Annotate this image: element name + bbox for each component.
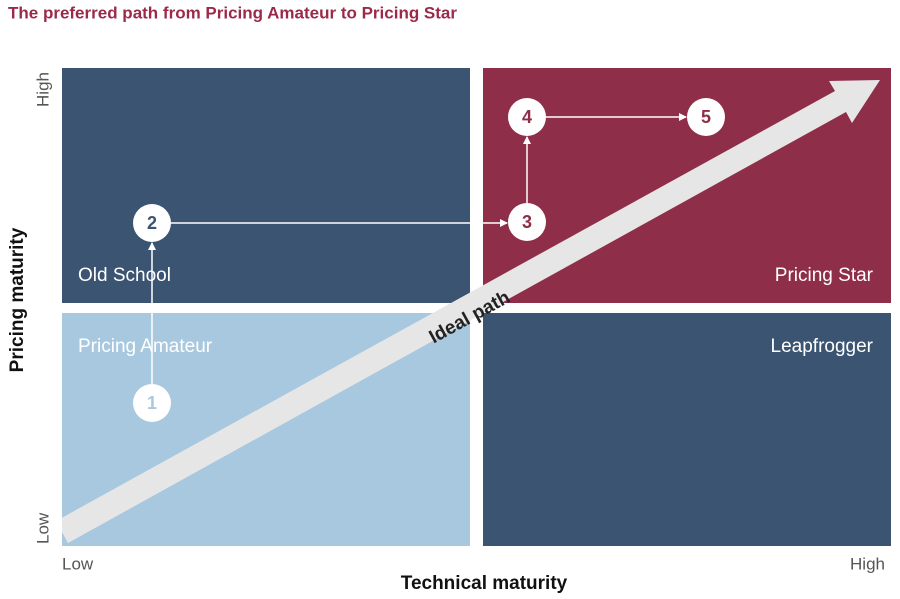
quadrant-label: Pricing Star bbox=[775, 265, 874, 286]
node bbox=[508, 203, 546, 241]
node bbox=[133, 204, 171, 242]
x-axis-label: Technical maturity bbox=[401, 573, 568, 594]
node bbox=[133, 384, 171, 422]
node bbox=[508, 98, 546, 136]
x-axis-low: Low bbox=[62, 554, 94, 573]
node bbox=[687, 98, 725, 136]
quadrant-label: Pricing Amateur bbox=[78, 336, 213, 357]
node-label: 2 bbox=[147, 213, 157, 233]
path-arrows bbox=[148, 113, 687, 384]
node-label: 5 bbox=[701, 107, 711, 127]
node-label: 3 bbox=[522, 212, 532, 232]
y-axis-high: High bbox=[33, 72, 52, 107]
quadrant-label: Old School bbox=[78, 265, 171, 286]
quadrant-label: Leapfrogger bbox=[771, 336, 874, 357]
node-label: 4 bbox=[522, 107, 532, 127]
y-axis-label: Pricing maturity bbox=[7, 227, 28, 372]
y-axis-low: Low bbox=[33, 512, 52, 544]
quadrant bbox=[62, 68, 470, 303]
quadrant bbox=[483, 313, 891, 546]
x-axis-high: High bbox=[850, 554, 885, 573]
title: The preferred path from Pricing Amateur … bbox=[8, 3, 457, 22]
node-label: 1 bbox=[147, 393, 157, 413]
ideal-path-arrow bbox=[62, 80, 880, 543]
